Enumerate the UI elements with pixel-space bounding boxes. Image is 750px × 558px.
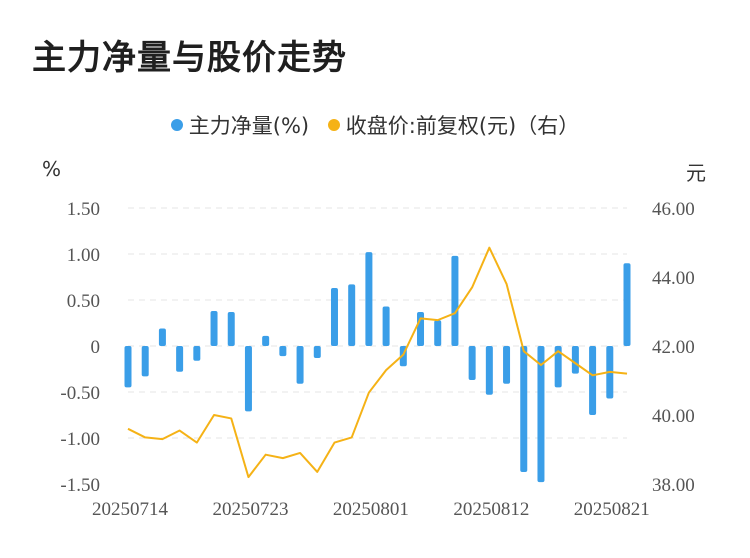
bar-mark[interactable] [279,346,287,357]
left-axis-tick-label: 0.50 [67,291,100,312]
right-axis-unit: 元 [686,161,706,185]
bar-mark[interactable] [227,311,235,346]
bar-mark[interactable] [451,255,459,346]
bar-mark[interactable] [348,284,356,346]
right-axis-tick-label: 42.00 [652,337,695,358]
x-axis-tick-label: 20250723 [212,499,288,520]
legend-item-bar[interactable]: 主力净量(%) [170,110,310,140]
left-axis-tick-label: -1.50 [60,475,100,496]
left-axis-tick-label: 1.00 [67,245,100,266]
bar-mark[interactable] [417,311,425,346]
legend-line-label: 收盘价:前复权(元)（右） [345,114,580,138]
bar-mark[interactable] [193,346,201,361]
left-axis-tick-label: 0 [91,337,101,358]
bar-mark[interactable] [296,346,304,384]
bar-mark[interactable] [176,346,184,372]
bar-mark[interactable] [382,306,390,346]
x-axis-tick-label: 20250821 [574,499,650,520]
bar-mark[interactable] [330,288,338,346]
bar-mark[interactable] [623,263,631,346]
bar-mark[interactable] [554,346,562,388]
bar-mark[interactable] [262,335,270,346]
price-line[interactable] [127,246,628,479]
left-axis-tick-label: 1.50 [67,199,100,220]
bar-mark[interactable] [244,346,252,412]
right-axis-tick-label: 40.00 [652,406,695,427]
bar-mark[interactable] [210,311,218,346]
right-axis-tick-label: 46.00 [652,199,695,220]
left-axis-tick-label: -1.00 [60,429,100,450]
right-axis-tick-label: 44.00 [652,268,695,289]
legend-item-line[interactable]: 收盘价:前复权(元)（右） [327,110,580,140]
bar-mark[interactable] [571,346,579,374]
legend-bar-label: 主力净量(%) [188,114,310,138]
x-axis-tick-label: 20250801 [333,499,409,520]
right-axis-tick-label: 38.00 [652,475,695,496]
bar-mark[interactable] [158,328,166,346]
bar-mark[interactable] [141,346,149,377]
bar-mark[interactable] [537,346,545,483]
x-axis-tick-label: 20250812 [453,499,529,520]
left-axis-tick-label: -0.50 [60,383,100,404]
legend-bar-swatch [170,119,183,131]
bar-mark[interactable] [434,320,442,346]
bar-mark[interactable] [520,346,528,473]
legend: 主力净量(%) 收盘价:前复权(元)（右） [0,110,750,140]
bar-mark[interactable] [313,346,321,358]
legend-line-swatch [327,119,340,131]
bar-mark[interactable] [468,346,476,381]
chart-title: 主力净量与股价走势 [32,38,347,78]
bar-mark[interactable] [365,252,373,346]
left-axis-unit: % [42,157,62,181]
bar-mark[interactable] [485,346,493,395]
bar-mark[interactable] [124,346,132,388]
x-axis-tick-label: 20250714 [92,499,169,520]
bar-mark[interactable] [589,346,597,415]
bar-mark[interactable] [503,346,511,384]
